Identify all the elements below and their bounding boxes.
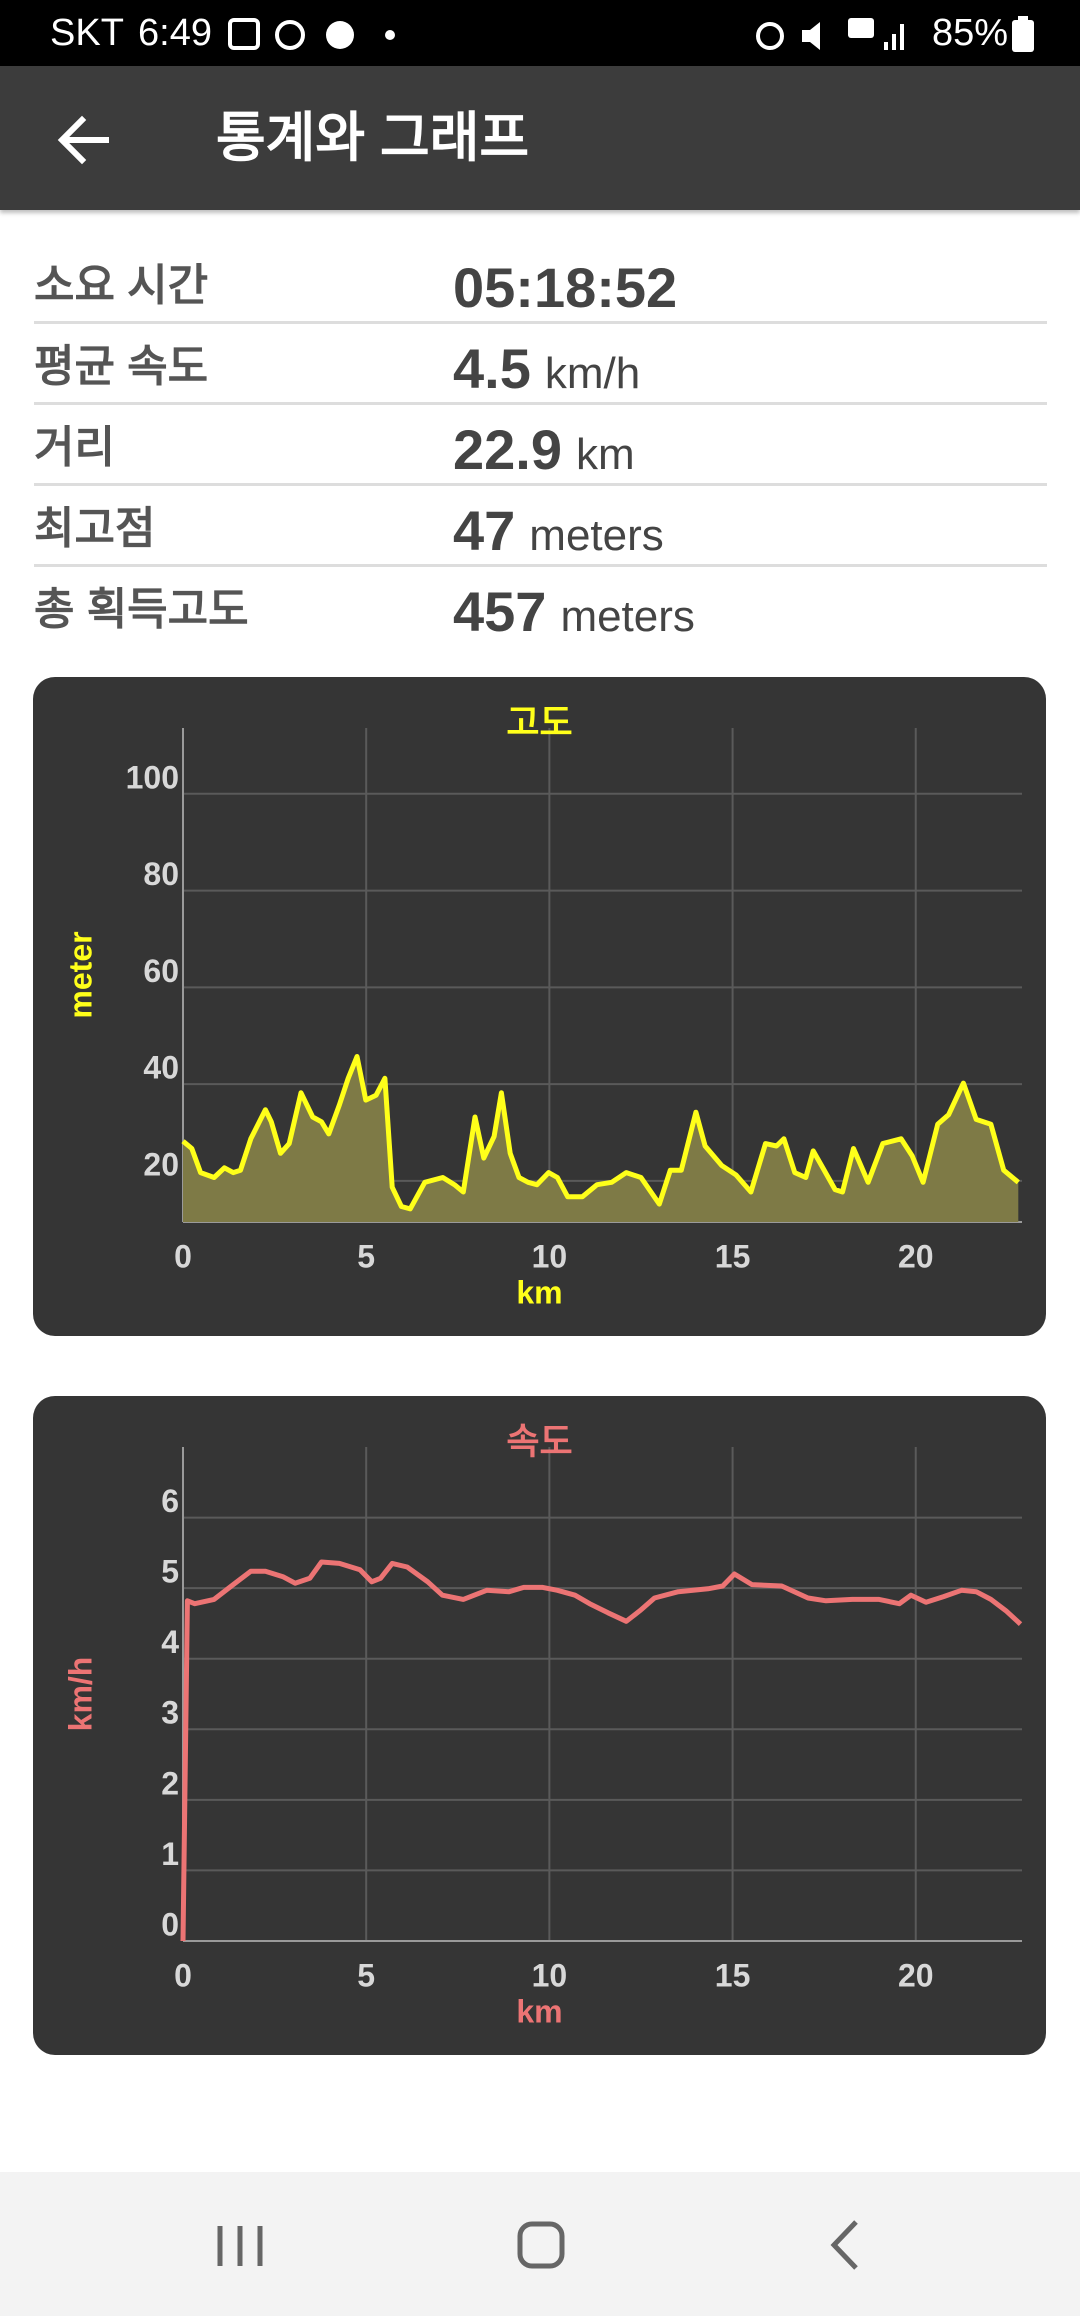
stat-row: 총 획득고도 457 meters xyxy=(34,580,1047,660)
y-tick-label: 0 xyxy=(161,1906,179,1942)
stat-label: 평균 속도 xyxy=(34,342,209,391)
stat-label: 소요 시간 xyxy=(34,261,209,310)
x-tick-label: 10 xyxy=(532,1957,568,1993)
y-tick-label: 80 xyxy=(143,856,179,892)
separator xyxy=(34,483,1047,486)
data-line xyxy=(180,1559,1023,1942)
status-icons-right xyxy=(756,18,904,50)
y-tick-label: 6 xyxy=(161,1483,179,1519)
x-axis-label: km xyxy=(516,1274,562,1310)
app-title: 통계와 그래프 xyxy=(216,108,530,168)
stat-value: 47 meters xyxy=(453,499,664,568)
chart: 20 40 60 80 100 0 5 10 15 20 고도 km meter xyxy=(62,702,1022,1310)
stat-value: 4.5 km/h xyxy=(453,337,640,406)
nav-icons xyxy=(217,2220,858,2270)
stat-label: 거리 xyxy=(34,423,115,472)
separator xyxy=(34,321,1047,324)
app-bar: 통계와 그래프 xyxy=(0,66,1080,210)
x-tick-label: 5 xyxy=(357,1957,375,1993)
y-tick-label: 2 xyxy=(161,1765,179,1801)
status-icons xyxy=(228,18,395,50)
x-tick-label: 0 xyxy=(174,1957,192,1993)
stat-label: 총 획득고도 xyxy=(34,585,249,634)
stat-row: 최고점 47 meters xyxy=(34,499,1047,579)
stat-number: 22.9 xyxy=(453,418,562,481)
chart-title: 고도 xyxy=(506,702,572,743)
home-button[interactable] xyxy=(517,2221,565,2269)
stat-unit: meters xyxy=(529,511,664,560)
y-tick-label: 20 xyxy=(143,1146,179,1182)
y-tick-label: 1 xyxy=(161,1836,179,1872)
chart: 0 1 2 3 4 5 6 0 5 10 15 20 속도 km km/h xyxy=(62,1421,1023,2029)
x-tick-label: 15 xyxy=(715,1957,751,1993)
chart-card: 0 1 2 3 4 5 6 0 5 10 15 20 속도 km km/h xyxy=(33,1396,1046,2055)
separator xyxy=(34,402,1047,405)
area-fill xyxy=(183,1056,1019,1222)
x-tick-label: 15 xyxy=(715,1238,751,1274)
y-axis-label: km/h xyxy=(62,1657,98,1732)
stat-unit: meters xyxy=(560,592,695,641)
back-button[interactable] xyxy=(56,112,112,168)
separator xyxy=(34,564,1047,567)
x-tick-label: 20 xyxy=(898,1238,934,1274)
y-axis-label: meter xyxy=(62,931,98,1018)
nav-bar xyxy=(0,2172,1080,2316)
stat-label: 최고점 xyxy=(34,504,156,553)
stat-value: 457 meters xyxy=(453,580,695,649)
stat-row: 소요 시간 05:18:52 xyxy=(34,256,1047,336)
y-tick-label: 4 xyxy=(161,1624,179,1660)
x-axis-label: km xyxy=(516,1993,562,2029)
y-tick-label: 60 xyxy=(143,953,179,989)
data-line xyxy=(181,1054,1020,1212)
chart-card: 20 40 60 80 100 0 5 10 15 20 고도 km meter xyxy=(33,677,1046,1336)
chart-title: 속도 xyxy=(506,1421,572,1462)
back-nav-button[interactable] xyxy=(830,2220,858,2270)
carrier: SKT xyxy=(50,12,124,54)
battery-icon xyxy=(1012,16,1034,52)
recent-apps-button[interactable] xyxy=(217,2226,263,2266)
stat-number: 05:18:52 xyxy=(453,256,678,319)
y-tick-label: 40 xyxy=(143,1050,179,1086)
stat-value: 22.9 km xyxy=(453,418,635,487)
x-tick-label: 5 xyxy=(357,1238,375,1274)
stat-row: 평균 속도 4.5 km/h xyxy=(34,337,1047,417)
battery-level: 85% xyxy=(932,12,1009,54)
y-tick-label: 3 xyxy=(161,1695,179,1731)
stat-number: 457 xyxy=(453,580,547,643)
x-tick-label: 0 xyxy=(174,1238,192,1274)
stat-unit: km xyxy=(576,430,635,479)
stat-row: 거리 22.9 km xyxy=(34,418,1047,498)
y-tick-label: 5 xyxy=(161,1554,179,1590)
x-tick-label: 10 xyxy=(532,1238,568,1274)
stat-unit: km/h xyxy=(544,349,641,398)
x-tick-label: 20 xyxy=(898,1957,934,1993)
stat-number: 4.5 xyxy=(453,337,531,400)
stat-number: 47 xyxy=(453,499,516,562)
status-bar: SKT 6:49 85% xyxy=(0,0,1080,66)
clock: 6:49 xyxy=(138,12,212,54)
stat-value: 05:18:52 xyxy=(453,256,677,320)
y-tick-label: 100 xyxy=(126,759,179,795)
